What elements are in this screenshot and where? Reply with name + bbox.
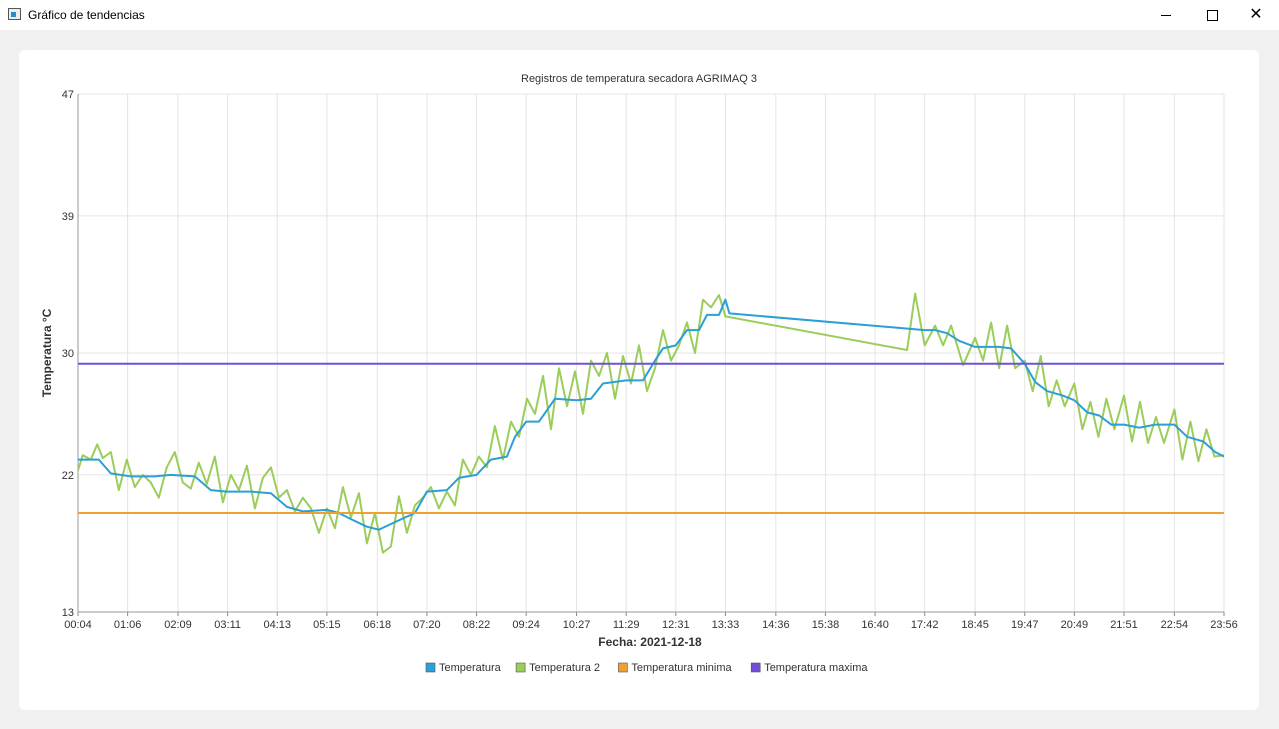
x-tick-label: 10:27 xyxy=(563,619,591,631)
legend-swatch xyxy=(425,662,436,673)
close-icon: ✕ xyxy=(1249,6,1263,23)
window-titlebar: Gráfico de tendencias ✕ xyxy=(0,0,1279,30)
series-line-temperatura-2 xyxy=(77,292,1225,554)
y-tick-label: 39 xyxy=(62,211,74,223)
x-tick-label: 00:04 xyxy=(64,619,92,631)
legend-item-temperatura-2[interactable]: Temperatura 2 xyxy=(515,662,600,674)
maximize-icon xyxy=(1206,9,1218,21)
chart-axes: 13 22 30 39 47 00:04 01:06 02:09 03:11 04:13 05:15… xyxy=(62,89,1238,631)
x-tick-label: 04:13 xyxy=(264,619,292,631)
x-tick-label: 18:45 xyxy=(961,619,989,631)
x-tick-label: 08:22 xyxy=(463,619,491,631)
legend-item-temperatura[interactable]: Temperatura xyxy=(425,662,502,674)
window-title: Gráfico de tendencias xyxy=(28,8,145,22)
chart-legend: Temperatura Temperatura 2 Temperatura mini… xyxy=(425,662,868,674)
x-tick-label: 17:42 xyxy=(911,619,939,631)
y-axis-label: Temperatura °C xyxy=(40,308,54,397)
x-tick-label: 06:18 xyxy=(364,619,392,631)
legend-label: Temperatura xyxy=(439,662,502,674)
x-tick-label: 22:54 xyxy=(1161,619,1189,631)
x-tick-label: 01:06 xyxy=(114,619,142,631)
x-tick-label: 15:38 xyxy=(812,619,840,631)
y-tick-label: 30 xyxy=(62,348,74,360)
x-tick-label: 23:56 xyxy=(1210,619,1238,631)
series-line-temperatura xyxy=(78,298,1225,531)
x-tick-label: 12:31 xyxy=(662,619,690,631)
chart-grid xyxy=(77,93,1225,613)
legend-label: Temperatura maxima xyxy=(764,662,868,674)
y-tick-label: 13 xyxy=(62,607,74,619)
x-tick-label: 14:36 xyxy=(762,619,790,631)
x-tick-label: 05:15 xyxy=(313,619,341,631)
chart-series xyxy=(77,292,1225,554)
maximize-button[interactable] xyxy=(1189,0,1235,30)
legend-swatch xyxy=(618,662,628,673)
x-tick-label: 07:20 xyxy=(413,619,441,631)
x-tick-label: 21:51 xyxy=(1110,619,1138,631)
x-tick-label: 11:29 xyxy=(613,619,640,631)
legend-swatch xyxy=(750,662,761,673)
x-tick-label: 03:11 xyxy=(214,619,241,631)
x-tick-label: 16:40 xyxy=(861,619,889,631)
legend-item-temperatura-minima[interactable]: Temperatura minima xyxy=(618,662,733,674)
x-tick-label: 02:09 xyxy=(164,619,192,631)
x-tick-label: 13:33 xyxy=(712,619,740,631)
close-button[interactable]: ✕ xyxy=(1233,0,1279,30)
app-icon xyxy=(8,8,21,20)
chart-title: Registros de temperatura secadora AGRIMA… xyxy=(521,73,757,85)
minimize-icon xyxy=(1161,14,1171,16)
x-tick-label: 09:24 xyxy=(512,619,540,631)
legend-swatch xyxy=(515,662,526,673)
legend-item-temperatura-maxima[interactable]: Temperatura maxima xyxy=(750,662,868,674)
x-tick-label: 20:49 xyxy=(1061,619,1089,631)
minimize-button[interactable] xyxy=(1143,0,1189,30)
x-tick-label: 19:47 xyxy=(1011,619,1039,631)
legend-label: Temperatura 2 xyxy=(529,662,600,674)
y-tick-label: 22 xyxy=(62,470,74,482)
x-axis-label: Fecha: 2021-12-18 xyxy=(598,635,702,649)
trend-chart: 13 22 30 39 47 00:04 01:06 02:09 03:11 04:13 05:15… xyxy=(40,73,1238,674)
chart-panel: 13 22 30 39 47 00:04 01:06 02:09 03:11 04:13 05:15… xyxy=(19,50,1259,710)
legend-label: Temperatura minima xyxy=(631,662,732,674)
y-tick-label: 47 xyxy=(62,89,74,101)
